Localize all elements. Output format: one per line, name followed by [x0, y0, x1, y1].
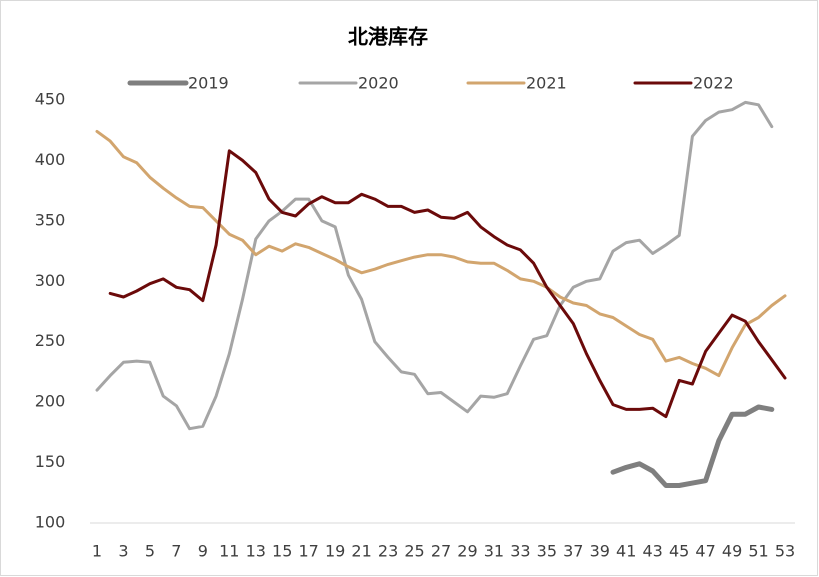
x-tick-label: 17 [299, 542, 319, 561]
line-series [108, 149, 787, 419]
x-tick-label: 41 [616, 542, 636, 561]
y-tick-label: 450 [35, 90, 66, 109]
x-tick-label: 9 [198, 542, 208, 561]
x-tick-label: 29 [457, 542, 477, 561]
x-tick-label: 27 [431, 542, 451, 561]
x-tick-label: 23 [378, 542, 398, 561]
x-tick-label: 35 [537, 542, 557, 561]
x-tick-label: 45 [669, 542, 689, 561]
x-tick-label: 15 [272, 542, 292, 561]
x-tick-label: 21 [351, 542, 371, 561]
y-tick-label: 400 [35, 150, 66, 169]
legend-label: 2021 [526, 74, 567, 93]
line-series [95, 129, 787, 378]
y-tick-label: 300 [35, 271, 66, 290]
y-tick-label: 100 [35, 513, 66, 532]
line-series [95, 100, 774, 431]
x-tick-label: 53 [775, 542, 795, 561]
x-tick-label: 19 [325, 542, 345, 561]
legend-label: 2020 [358, 74, 399, 93]
x-tick-label: 25 [404, 542, 424, 561]
x-tick-label: 47 [695, 542, 715, 561]
x-tick-label: 33 [510, 542, 530, 561]
x-tick-label: 43 [643, 542, 663, 561]
line-series [610, 404, 775, 488]
x-tick-label: 3 [118, 542, 128, 561]
x-tick-label: 11 [219, 542, 239, 561]
x-tick-label: 37 [563, 542, 583, 561]
x-tick-label: 49 [722, 542, 742, 561]
x-tick-label: 31 [484, 542, 504, 561]
y-tick-label: 250 [35, 331, 66, 350]
legend-label: 2022 [693, 74, 734, 93]
y-tick-label: 350 [35, 210, 66, 229]
x-tick-label: 5 [145, 542, 155, 561]
x-tick-label: 13 [246, 542, 266, 561]
y-tick-label: 200 [35, 392, 66, 411]
legend-label: 2019 [188, 74, 229, 93]
x-tick-label: 39 [590, 542, 610, 561]
chart-title: 北港库存 [348, 25, 428, 49]
x-tick-label: 51 [748, 542, 768, 561]
y-tick-label: 150 [35, 452, 66, 471]
x-tick-label: 1 [92, 542, 102, 561]
x-tick-label: 7 [171, 542, 181, 561]
